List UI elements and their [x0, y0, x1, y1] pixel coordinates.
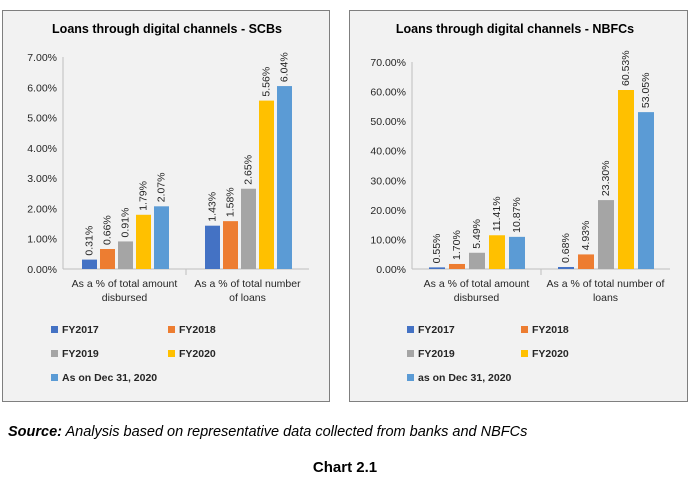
y-tick-label: 3.00%	[27, 173, 57, 185]
category-label: As a % of total amount	[424, 278, 530, 290]
y-tick-label: 30.00%	[370, 175, 406, 187]
y-tick-label: 10.00%	[370, 234, 406, 246]
source-prefix: Source:	[8, 424, 62, 440]
data-label: 4.93%	[580, 221, 592, 251]
legend-swatch	[51, 326, 58, 333]
bar-fy2020	[259, 100, 274, 270]
chart-title: Loans through digital channels - SCBs	[52, 22, 282, 36]
data-label: 1.79%	[137, 181, 149, 211]
source-text: Analysis based on representative data co…	[62, 424, 528, 440]
bar-fy2020	[489, 235, 505, 269]
legend-label: FY2019	[62, 348, 99, 360]
data-label: 0.31%	[83, 226, 95, 256]
y-tick-label: 0.00%	[376, 264, 406, 276]
data-label: 11.41%	[491, 196, 503, 231]
legend-label: FY2018	[532, 324, 569, 336]
data-label: 2.65%	[242, 155, 254, 185]
legend-label: FY2017	[418, 324, 455, 336]
y-tick-label: 70.00%	[370, 57, 406, 69]
data-label: 0.91%	[119, 208, 131, 238]
bar-as-on-dec-31-2020	[638, 112, 654, 270]
legend-label: as on Dec 31, 2020	[418, 372, 512, 384]
chart-panel-nbfcs: Loans through digital channels - NBFCs 0.…	[349, 10, 688, 402]
data-label: 5.56%	[260, 67, 272, 97]
y-tick-label: 4.00%	[27, 143, 57, 155]
bar-as-on-dec-31-2020	[154, 206, 169, 269]
data-label: 0.68%	[560, 233, 572, 263]
legend-swatch	[51, 374, 58, 381]
y-tick-label: 2.00%	[27, 203, 57, 215]
legend-label: FY2020	[179, 348, 216, 360]
data-label: 53.05%	[640, 72, 652, 108]
data-label: 2.07%	[155, 173, 167, 203]
category-label: As a % of total number of	[547, 278, 665, 290]
data-label: 23.30%	[600, 160, 612, 196]
data-label: 0.55%	[431, 234, 443, 264]
bar-fy2019	[469, 252, 485, 269]
data-label: 1.70%	[451, 230, 463, 260]
legend-swatch	[407, 374, 414, 381]
bar-fy2018	[100, 249, 115, 269]
chart-scbs: Loans through digital channels - SCBs 0.0…	[27, 22, 309, 384]
y-tick-label: 7.00%	[27, 52, 57, 64]
y-tick-label: 20.00%	[370, 205, 406, 217]
legend-swatch	[407, 326, 414, 333]
category-label: loans	[593, 292, 618, 304]
y-tick-label: 0.00%	[27, 264, 57, 276]
legend-swatch	[168, 350, 175, 357]
bar-fy2019	[118, 241, 133, 269]
bar-fy2019	[598, 200, 614, 269]
category-label: As a % of total number	[194, 278, 301, 290]
category-label: disbursed	[454, 292, 500, 304]
y-tick-label: 50.00%	[370, 116, 406, 128]
bar-fy2020	[136, 214, 151, 269]
legend-label: As on Dec 31, 2020	[62, 372, 157, 384]
legend-swatch	[51, 350, 58, 357]
bar-fy2018	[578, 254, 594, 269]
bar-fy2017	[429, 267, 445, 269]
data-label: 6.04%	[278, 52, 290, 82]
bar-fy2018	[223, 221, 238, 269]
legend-label: FY2018	[179, 324, 216, 336]
data-label: 60.53%	[620, 50, 632, 86]
bar-fy2017	[205, 225, 220, 269]
bar-fy2017	[82, 259, 97, 269]
category-label: As a % of total amount	[72, 278, 178, 290]
chart-title: Loans through digital channels - NBFCs	[396, 22, 634, 36]
data-label: 10.87%	[511, 197, 523, 233]
category-label: disbursed	[102, 292, 148, 304]
legend-swatch	[168, 326, 175, 333]
legend-label: FY2019	[418, 348, 455, 360]
data-label: 1.43%	[206, 192, 218, 222]
chart-nbfcs: Loans through digital channels - NBFCs 0.…	[370, 22, 670, 384]
bar-as-on-dec-31-2020	[509, 236, 525, 269]
y-tick-label: 6.00%	[27, 82, 57, 94]
bar-fy2018	[449, 263, 465, 269]
bar-as-on-dec-31-2020	[277, 86, 292, 270]
bar-fy2019	[241, 188, 256, 269]
bar-fy2020	[618, 90, 634, 269]
data-label: 0.66%	[101, 215, 113, 245]
legend-label: FY2017	[62, 324, 99, 336]
chart-caption: Chart 2.1	[312, 459, 378, 476]
legend-swatch	[407, 350, 414, 357]
legend-swatch	[521, 350, 528, 357]
y-tick-label: 5.00%	[27, 113, 57, 125]
y-tick-label: 40.00%	[370, 146, 406, 158]
data-label: 1.58%	[224, 187, 236, 217]
data-label: 5.49%	[471, 219, 483, 249]
source-note: Source: Analysis based on representative…	[8, 424, 527, 440]
bar-fy2017	[558, 266, 574, 269]
y-tick-label: 60.00%	[370, 87, 406, 99]
category-label: of loans	[229, 292, 266, 304]
legend-label: FY2020	[532, 348, 569, 360]
y-tick-label: 1.00%	[27, 234, 57, 246]
legend-swatch	[521, 326, 528, 333]
chart-panel-scbs: Loans through digital channels - SCBs 0.0…	[2, 10, 330, 402]
